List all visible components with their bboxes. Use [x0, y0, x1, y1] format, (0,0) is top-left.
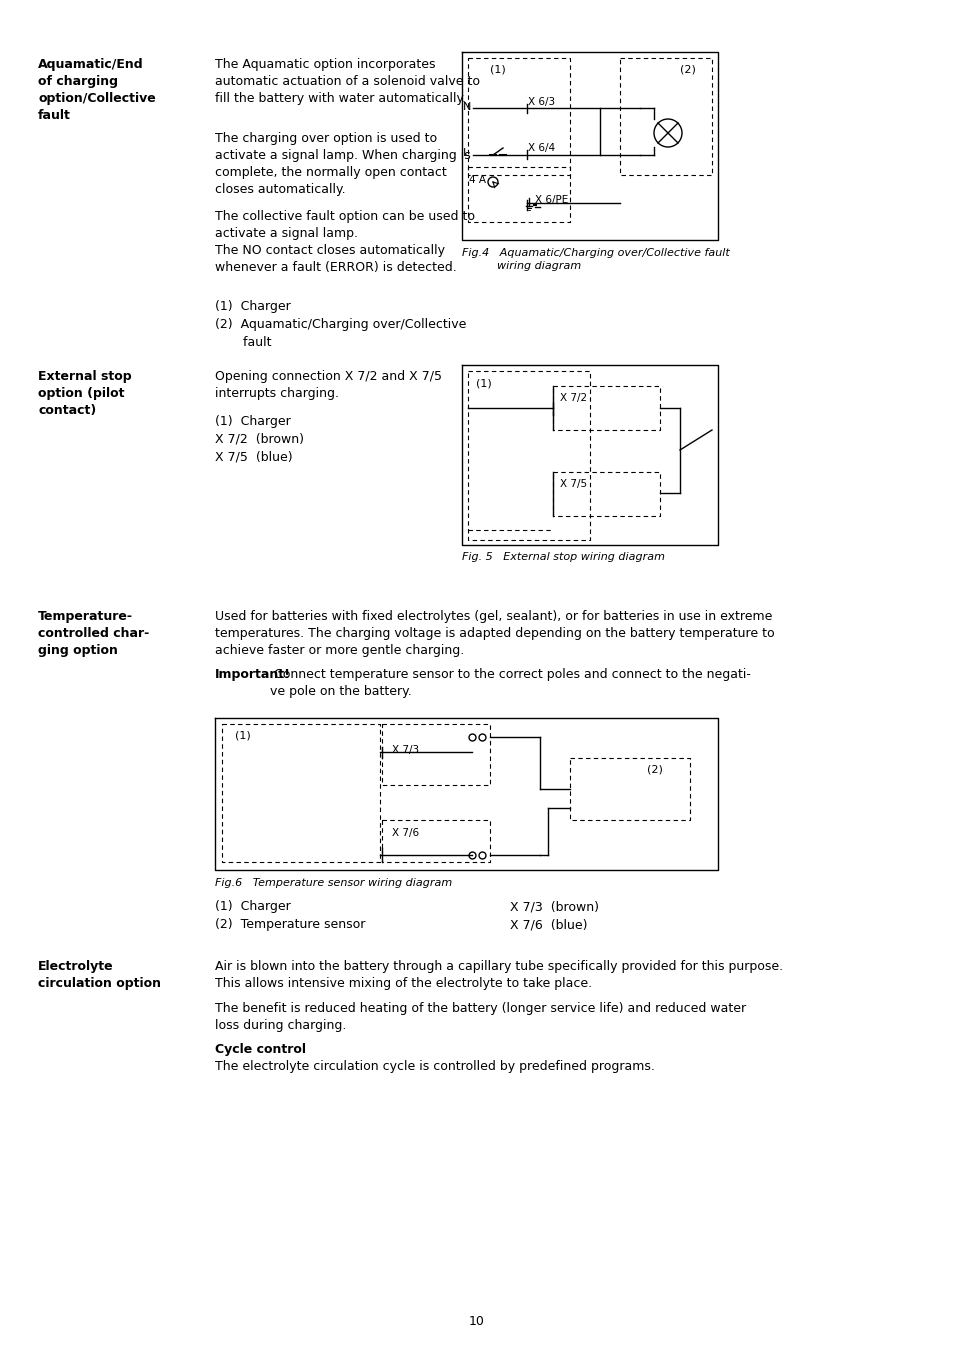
Text: (1)  Charger
(2)  Aquamatic/Charging over/Collective
       fault: (1) Charger (2) Aquamatic/Charging over/…: [214, 300, 466, 349]
Text: Cycle control: Cycle control: [214, 1043, 306, 1056]
Text: 10: 10: [469, 1315, 484, 1328]
Text: X 6/4: X 6/4: [527, 143, 555, 153]
Text: Fig.6   Temperature sensor wiring diagram: Fig.6 Temperature sensor wiring diagram: [214, 878, 452, 888]
Text: N: N: [462, 101, 471, 112]
Text: (1): (1): [234, 730, 251, 740]
Text: (1)  Charger
X 7/2  (brown)
X 7/5  (blue): (1) Charger X 7/2 (brown) X 7/5 (blue): [214, 415, 304, 463]
Text: The benefit is reduced heating of the battery (longer service life) and reduced : The benefit is reduced heating of the ba…: [214, 1002, 745, 1032]
Text: (2): (2): [646, 765, 662, 775]
Text: The Aquamatic option incorporates
automatic actuation of a solenoid valve to
fil: The Aquamatic option incorporates automa…: [214, 58, 479, 105]
Text: Used for batteries with fixed electrolytes (gel, sealant), or for batteries in u: Used for batteries with fixed electrolyt…: [214, 611, 774, 657]
Text: X 7/3  (brown)
X 7/6  (blue): X 7/3 (brown) X 7/6 (blue): [510, 900, 598, 931]
Text: The charging over option is used to
activate a signal lamp. When charging is
com: The charging over option is used to acti…: [214, 132, 470, 196]
Text: X 7/6: X 7/6: [392, 828, 418, 838]
Text: X 7/3: X 7/3: [392, 744, 418, 755]
Text: Fig.4   Aquamatic/Charging over/Collective fault
          wiring diagram: Fig.4 Aquamatic/Charging over/Collective…: [461, 249, 729, 272]
Text: X 7/5: X 7/5: [559, 480, 586, 489]
Text: Connect temperature sensor to the correct poles and connect to the negati-
ve po: Connect temperature sensor to the correc…: [270, 667, 750, 698]
Text: Air is blown into the battery through a capillary tube specifically provided for: Air is blown into the battery through a …: [214, 961, 782, 990]
Text: Important!: Important!: [214, 667, 291, 681]
Text: Temperature-
controlled char-
ging option: Temperature- controlled char- ging optio…: [38, 611, 149, 657]
Text: The collective fault option can be used to
activate a signal lamp.
The NO contac: The collective fault option can be used …: [214, 209, 475, 274]
Text: (1)  Charger
(2)  Temperature sensor: (1) Charger (2) Temperature sensor: [214, 900, 365, 931]
Text: X 6/PE: X 6/PE: [535, 195, 568, 205]
Text: (1): (1): [490, 65, 505, 76]
Text: Electrolyte
circulation option: Electrolyte circulation option: [38, 961, 161, 990]
Text: Fig. 5   External stop wiring diagram: Fig. 5 External stop wiring diagram: [461, 553, 664, 562]
Text: L: L: [462, 149, 469, 158]
Text: Opening connection X 7/2 and X 7/5
interrupts charging.: Opening connection X 7/2 and X 7/5 inter…: [214, 370, 441, 400]
Text: (2): (2): [679, 65, 695, 76]
Text: External stop
option (pilot
contact): External stop option (pilot contact): [38, 370, 132, 417]
Text: The electrolyte circulation cycle is controlled by predefined programs.: The electrolyte circulation cycle is con…: [214, 1061, 654, 1073]
Text: X 6/3: X 6/3: [527, 97, 555, 107]
Text: 4 A: 4 A: [469, 176, 485, 185]
Text: Aquamatic/End
of charging
option/Collective
fault: Aquamatic/End of charging option/Collect…: [38, 58, 155, 122]
Text: (1): (1): [476, 378, 491, 388]
Text: X 7/2: X 7/2: [559, 393, 586, 403]
